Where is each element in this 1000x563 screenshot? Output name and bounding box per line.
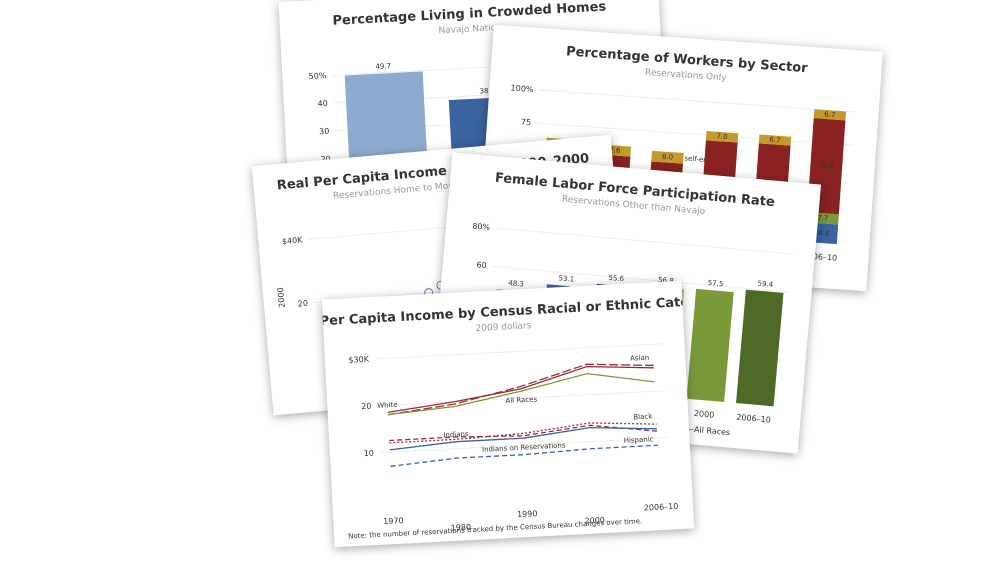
grid-line <box>379 437 668 454</box>
y-axis-label: 2000 <box>276 287 287 308</box>
value-label: 55.6 <box>608 274 625 283</box>
value-label: 70.8 <box>818 162 834 171</box>
y-tick-label: 100% <box>510 84 534 95</box>
value-label: 14.8 <box>814 229 830 238</box>
x-tick-label: 2006–10 <box>802 251 837 262</box>
value-label: 6.7 <box>824 110 836 119</box>
value-label: 38.9 <box>479 87 495 96</box>
grid-line <box>377 390 666 407</box>
grid-line <box>374 343 663 360</box>
chart: Real Per Capita Income by Census Racial … <box>322 293 694 540</box>
x-tick-label: 1980 <box>450 523 471 533</box>
grid-line <box>537 122 855 146</box>
x-tick-label: 2000 <box>584 516 605 526</box>
y-tick-label: 40 <box>317 99 328 109</box>
bar <box>735 289 784 407</box>
value-label: 57.5 <box>707 279 723 288</box>
y-tick-label: 20 <box>361 402 372 412</box>
series-label: Hispanic <box>624 435 654 445</box>
y-tick-label: 80% <box>472 222 491 233</box>
value-label: 56.8 <box>658 276 674 285</box>
y-tick-label: 50% <box>308 71 327 81</box>
y-tick-label: 20 <box>297 299 308 309</box>
series-label: White <box>377 401 398 410</box>
y-tick-label: 30 <box>319 127 330 137</box>
line <box>390 444 658 467</box>
line <box>389 426 657 451</box>
bar-segment <box>813 109 847 121</box>
value-label: 7.7 <box>817 214 829 223</box>
value-label: 53.1 <box>558 274 574 283</box>
chart-subtitle: 2009 dollars <box>475 321 532 334</box>
x-tick-label: 1970 <box>383 516 404 526</box>
value-label: 49.7 <box>375 62 391 71</box>
chart-card: Real Per Capita Income by Census Racial … <box>321 280 695 548</box>
value-label: 6.7 <box>769 136 781 145</box>
line <box>387 365 654 413</box>
y-tick-label: 60 <box>476 260 487 270</box>
bar-segment <box>651 150 684 164</box>
y-tick-label: $40K <box>282 235 304 246</box>
y-tick-label: $30K <box>348 355 370 365</box>
series-label: All Races <box>505 395 537 405</box>
x-tick-label: 2006–10 <box>644 502 679 513</box>
line <box>387 363 654 416</box>
line <box>389 422 657 444</box>
series-label: Indians <box>443 430 469 439</box>
series-label: Black <box>633 412 653 421</box>
grid-line <box>496 227 793 255</box>
bar-segment <box>758 134 792 146</box>
value-label: 8.0 <box>662 153 674 162</box>
value-label: 7.6 <box>609 146 621 155</box>
chart-subtitle: Navajo Nation <box>438 23 502 36</box>
bar-segment <box>705 131 739 143</box>
x-tick-label: 2006–10 <box>736 413 771 425</box>
grid-line <box>539 89 857 113</box>
line <box>389 424 658 442</box>
y-tick-label: 75 <box>521 118 532 128</box>
x-tick-label: 2000 <box>694 409 715 420</box>
bar <box>686 288 734 403</box>
value-label: 7.0 <box>716 132 728 141</box>
series-label: Asian <box>630 354 650 363</box>
value-label: 59.4 <box>757 280 774 289</box>
y-tick-label: 10 <box>363 449 374 459</box>
value-label: 48.3 <box>508 279 524 288</box>
grid-line <box>492 265 790 293</box>
x-tick-label: 1990 <box>517 509 538 519</box>
line <box>387 372 655 416</box>
chart-subtitle: Reservations Only <box>645 68 728 84</box>
